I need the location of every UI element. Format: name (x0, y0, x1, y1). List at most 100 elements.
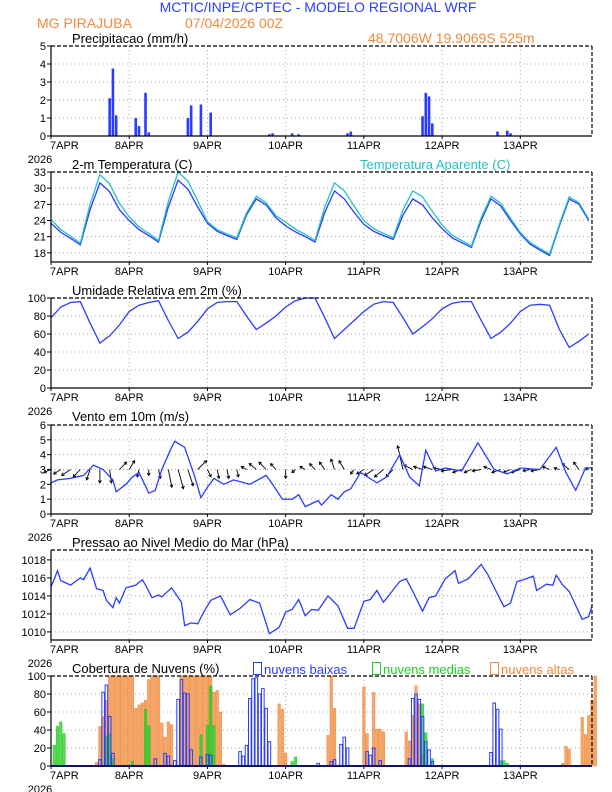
cloud-bar-low (241, 755, 246, 767)
x-tick-label: 7APR (50, 392, 79, 404)
cloud-bar-high (124, 675, 128, 767)
cloud-bar-low (254, 677, 259, 767)
y-tick-label: 100 (28, 671, 46, 683)
wind-arrow (86, 469, 91, 481)
wind-arrowhead (169, 484, 174, 489)
y-tick-label: 0 (40, 761, 46, 773)
cloud-bar-high (593, 675, 597, 767)
y-tick-label: 21 (34, 232, 46, 244)
cloud-bar-medium (212, 725, 216, 767)
precip-bar (137, 126, 141, 136)
wind-arrow (542, 466, 550, 470)
temp-legend-apparent: Temperatura Aparente (C) (360, 157, 511, 172)
cloud-bar-medium (147, 725, 151, 767)
precip-bar (505, 130, 509, 136)
cloud-bar-low (495, 708, 500, 767)
x-year-label: 2026 (28, 658, 52, 670)
y-tick-label: 40 (34, 725, 46, 737)
precip-bar (297, 134, 300, 136)
cloud-bar-high (277, 703, 281, 767)
temp-title: 2-m Temperatura (C) (72, 157, 193, 172)
cloud-bar-high (583, 734, 588, 767)
precip-bar (186, 118, 190, 136)
wind-arrowhead (553, 466, 558, 471)
precip-bar (199, 104, 203, 136)
x-tick-label: 12APR (425, 770, 460, 782)
panel-0 (47, 45, 593, 139)
cloud-bar-low (345, 747, 350, 767)
x-tick-label: 12APR (425, 644, 460, 656)
cloud-bar-high (587, 715, 591, 767)
wind-arrowhead (52, 471, 57, 475)
wind-arrowhead (85, 476, 90, 481)
wind-arrow (270, 463, 277, 470)
y-tick-label: 3 (40, 77, 46, 89)
cloud-bar-high (134, 708, 138, 767)
wind-arrow (319, 461, 326, 470)
y-tick-label: 1018 (22, 555, 46, 567)
wind-arrowhead (396, 444, 401, 449)
cloud-bar-medium (59, 721, 63, 767)
cloud-bar-high (580, 717, 584, 767)
cloud-bar-high (202, 675, 206, 767)
wind-arrow (423, 466, 433, 470)
wind-arrow (403, 464, 413, 470)
wind-arrow (226, 469, 230, 479)
wind-arrowhead (329, 458, 334, 463)
precip-bar (427, 96, 431, 136)
y-tick-label: 33 (34, 167, 46, 179)
x-tick-label: 8APR (115, 140, 144, 152)
wind-arrowhead (240, 465, 245, 470)
cloud-bar-medium (143, 709, 148, 767)
precip-bar (134, 118, 138, 136)
wind-arrowhead (338, 459, 342, 464)
x-tick-label: 12APR (425, 392, 460, 404)
wind-arrow (503, 469, 511, 473)
cloud-bar-high (375, 728, 379, 767)
location-coords: 48.7006W 19.9069S 525m (368, 30, 535, 46)
x-year-label: 2026 (28, 532, 52, 544)
cloud-bar-low (342, 736, 347, 767)
wind-arrowhead (109, 479, 114, 484)
precip-bar (349, 131, 353, 136)
cloud-bar-low (248, 698, 252, 767)
legend-label-low: nuvens baixas (264, 662, 348, 677)
y-tick-label: 4 (40, 450, 46, 462)
wind-arrowhead (135, 473, 140, 478)
wind-arrow (248, 463, 257, 470)
legend-swatch-medium (372, 662, 381, 675)
y-tick-label: 6 (40, 420, 46, 432)
wind-arrow (197, 460, 207, 470)
precip-bar (209, 112, 212, 136)
x-tick-label: 9APR (193, 770, 222, 782)
x-tick-label: 10APR (268, 266, 303, 278)
cloud-bar-low (244, 744, 249, 767)
header-title: MCTIC/INPE/CPTEC - MODELO REGIONAL WRF (159, 0, 477, 15)
wind-arrowhead (471, 468, 476, 473)
wind-title: Vento em 10m (m/s) (72, 409, 190, 424)
x-tick-label: 9APR (193, 392, 222, 404)
wind-arrow (441, 469, 452, 472)
x-tick-label: 11APR (347, 770, 381, 782)
wind-arrowhead (203, 459, 208, 464)
precip-bar (108, 98, 111, 136)
y-tick-label: 1010 (22, 627, 46, 639)
x-year-label: 2026 (28, 784, 52, 792)
cloud-bar-high (160, 722, 164, 767)
wind-arrowhead (482, 465, 487, 470)
wind-arrowhead (373, 473, 378, 478)
humidity-title: Umidade Relativa em 2m (%) (72, 283, 242, 298)
y-tick-label: 5 (40, 41, 46, 53)
wind-arrow (61, 469, 71, 476)
y-tick-label: 24 (34, 216, 46, 228)
cloud-bar-medium (293, 756, 297, 767)
y-tick-label: 80 (34, 689, 46, 701)
x-tick-label: 8APR (115, 266, 144, 278)
y-tick-label: 60 (34, 707, 46, 719)
y-tick-label: 1016 (22, 573, 46, 585)
wind-arrow (119, 461, 127, 470)
cloud-bar-medium (52, 745, 56, 767)
y-tick-label: 80 (34, 311, 46, 323)
x-tick-label: 7APR (50, 770, 79, 782)
x-tick-label: 12APR (425, 266, 460, 278)
